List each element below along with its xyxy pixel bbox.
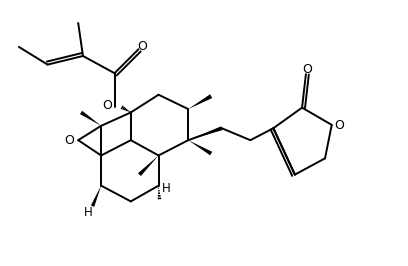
Polygon shape: [188, 140, 212, 155]
Polygon shape: [138, 156, 159, 176]
Text: H: H: [162, 181, 171, 194]
Text: O: O: [302, 63, 312, 76]
Text: O: O: [102, 99, 112, 112]
Text: H: H: [83, 206, 92, 219]
Polygon shape: [91, 186, 101, 207]
Polygon shape: [188, 126, 222, 140]
Text: O: O: [64, 134, 75, 147]
Polygon shape: [188, 94, 212, 109]
Polygon shape: [80, 111, 101, 126]
Text: O: O: [335, 119, 344, 132]
Text: O: O: [137, 40, 147, 53]
